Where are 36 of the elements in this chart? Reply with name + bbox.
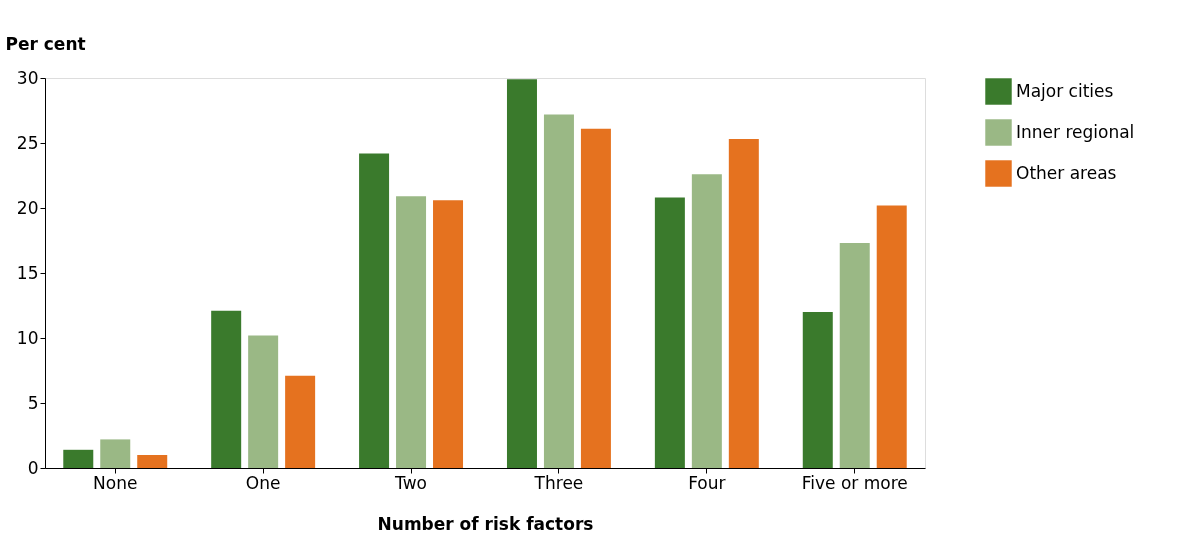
y-tick-label: 15 (16, 262, 39, 283)
bar (839, 243, 870, 468)
y-tick-label: 10 (16, 327, 39, 348)
bar (506, 79, 537, 468)
legend-label: Inner regional (1016, 121, 1135, 142)
x-axis-title: Number of risk factors (377, 513, 594, 533)
x-tick-label: None (93, 472, 138, 493)
x-tick-label: Three (533, 472, 584, 493)
legend-label: Major cities (1016, 80, 1114, 101)
x-tick-label: Five or more (801, 472, 908, 493)
bar (691, 174, 722, 468)
legend-label: Other areas (1016, 162, 1117, 183)
y-tick-label: 5 (27, 392, 39, 413)
bar (802, 312, 833, 468)
bar (396, 196, 427, 468)
bar (433, 200, 464, 468)
y-tick-label: 25 (16, 132, 39, 153)
y-axis-title: Per cent (5, 33, 86, 54)
bar (543, 114, 574, 468)
y-tick-label: 20 (16, 197, 39, 218)
bar (63, 449, 94, 468)
bar (359, 153, 390, 468)
y-tick-label: 0 (27, 457, 39, 478)
x-tick-label: One (245, 472, 281, 493)
y-tick-label: 30 (16, 67, 39, 88)
x-tick-label: Four (688, 472, 726, 493)
bar (580, 128, 611, 468)
bar (211, 310, 242, 468)
bar (728, 139, 759, 468)
x-tick-label: Two (394, 472, 427, 493)
bar (100, 439, 131, 468)
bar (876, 205, 907, 468)
bar (248, 335, 279, 468)
bar (654, 197, 685, 468)
bar (285, 375, 316, 468)
bar (137, 455, 168, 468)
